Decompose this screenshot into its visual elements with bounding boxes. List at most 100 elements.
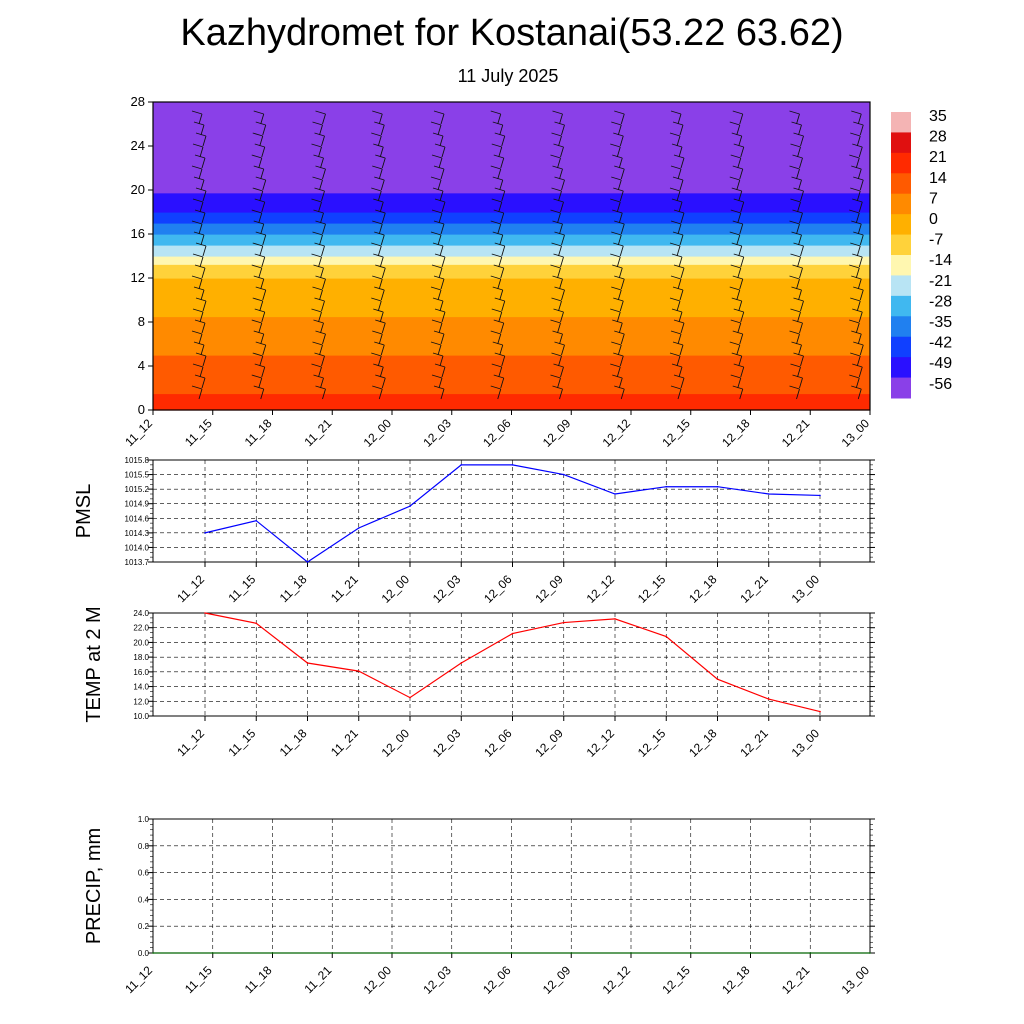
heat-band bbox=[153, 377, 870, 381]
wind-barb bbox=[320, 157, 324, 169]
wind-barb bbox=[318, 146, 322, 158]
colorbar-label: 28 bbox=[929, 129, 947, 146]
data-point bbox=[450, 952, 453, 954]
wind-barb bbox=[560, 201, 564, 213]
wind-barb-flag bbox=[315, 110, 326, 115]
wind-barb-flag bbox=[850, 297, 861, 302]
x-tick-label: 12_06 bbox=[481, 726, 515, 760]
wind-barb bbox=[560, 256, 564, 268]
wind-barb-flag bbox=[371, 187, 382, 192]
heat-band bbox=[153, 137, 870, 142]
wind-barb-flag bbox=[192, 308, 204, 313]
y-tick-label: 0.8 bbox=[138, 842, 150, 851]
wind-barb bbox=[679, 234, 684, 246]
wind-barb-flag bbox=[790, 308, 801, 313]
wind-barb bbox=[500, 157, 505, 169]
heat-band bbox=[153, 280, 870, 285]
wind-barb bbox=[739, 333, 744, 345]
x-tick-label: 11_18 bbox=[242, 416, 275, 449]
wind-barb bbox=[260, 113, 265, 125]
data-point bbox=[510, 952, 513, 954]
wind-barb bbox=[318, 201, 322, 213]
heat-band bbox=[153, 297, 870, 301]
wind-barbs bbox=[191, 110, 864, 400]
wind-barb-flag bbox=[551, 242, 562, 247]
wind-barb bbox=[321, 245, 325, 257]
x-tick-label: 13_00 bbox=[789, 572, 823, 606]
heat-band bbox=[153, 272, 870, 276]
wind-barb bbox=[858, 311, 863, 323]
wind-barb-flag bbox=[372, 165, 383, 170]
x-tick-label: 12_09 bbox=[532, 726, 566, 760]
wind-barb-flag bbox=[850, 187, 861, 192]
wind-barb bbox=[202, 245, 207, 257]
wind-barb bbox=[557, 377, 561, 389]
wind-barb bbox=[856, 190, 861, 202]
heat-band bbox=[153, 231, 870, 235]
wind-barb-flag bbox=[551, 352, 562, 357]
wind-barb bbox=[261, 311, 266, 323]
wind-barb bbox=[498, 146, 503, 158]
pmsl-plot: 1013.7 1014.0 1014.3 1014.6 1014.9 1015.2 1015… bbox=[73, 456, 875, 606]
y-tick-label: 1.0 bbox=[138, 815, 150, 824]
wind-barb-flag bbox=[610, 308, 621, 313]
wind-barb-flag bbox=[729, 121, 740, 126]
x-tick-label: 12_15 bbox=[635, 572, 669, 606]
wind-barb bbox=[201, 267, 206, 279]
wind-barb-flag bbox=[431, 154, 443, 159]
wind-barb-flag bbox=[491, 198, 502, 203]
wind-barb-flag bbox=[669, 187, 681, 192]
data-point bbox=[869, 952, 871, 954]
wind-barb-flag bbox=[850, 352, 861, 357]
wind-barb-flag bbox=[372, 275, 383, 280]
wind-barb-flag bbox=[371, 132, 382, 137]
wind-barb bbox=[381, 322, 386, 334]
wind-barb bbox=[680, 377, 685, 389]
wind-barb-flag bbox=[614, 110, 625, 115]
data-point bbox=[255, 519, 258, 522]
colorbar-label: -14 bbox=[929, 252, 952, 269]
heat-band bbox=[153, 121, 870, 125]
wind-barb bbox=[859, 344, 864, 356]
heat-band bbox=[153, 269, 870, 274]
x-tick-label: 12_06 bbox=[481, 572, 515, 606]
wind-barb-flag bbox=[850, 242, 861, 247]
x-tick-label: 11_15 bbox=[226, 726, 259, 759]
wind-barb bbox=[800, 245, 804, 257]
wind-barb-flag bbox=[789, 275, 800, 280]
heat-band bbox=[153, 140, 870, 144]
wind-barb bbox=[859, 234, 864, 246]
wind-barb bbox=[497, 113, 502, 125]
wind-barb bbox=[200, 289, 205, 301]
colorbar-swatch bbox=[891, 152, 911, 174]
wind-barb bbox=[857, 333, 862, 345]
wind-barb bbox=[859, 179, 864, 191]
wind-barb-flag bbox=[550, 319, 561, 324]
heat-band bbox=[153, 286, 870, 290]
heat-band bbox=[153, 374, 870, 378]
heat-band bbox=[153, 327, 870, 331]
wind-barb bbox=[261, 201, 266, 213]
wind-barb bbox=[441, 366, 446, 378]
wind-barb bbox=[319, 179, 323, 191]
wind-barb bbox=[799, 212, 803, 224]
wind-barb bbox=[797, 311, 801, 323]
y-tick-label: 1014.0 bbox=[125, 543, 150, 552]
wind-barb bbox=[855, 377, 860, 389]
wind-barb bbox=[320, 267, 324, 279]
x-tick-label: 12_00 bbox=[361, 963, 395, 997]
wind-barb-flag bbox=[790, 253, 801, 258]
heat-band bbox=[153, 399, 870, 403]
x-tick-label: 11_12 bbox=[174, 572, 207, 605]
wind-barb-flag bbox=[490, 220, 501, 225]
wind-barb bbox=[617, 234, 622, 246]
heat-band bbox=[153, 407, 870, 411]
data-point bbox=[809, 952, 812, 954]
wind-barb bbox=[259, 300, 264, 312]
data-point bbox=[570, 952, 573, 954]
wind-barb bbox=[796, 278, 800, 290]
colorbar-label: -7 bbox=[929, 232, 943, 249]
wind-barb bbox=[260, 168, 265, 180]
wind-barb bbox=[560, 146, 564, 158]
wind-barb bbox=[856, 245, 861, 257]
